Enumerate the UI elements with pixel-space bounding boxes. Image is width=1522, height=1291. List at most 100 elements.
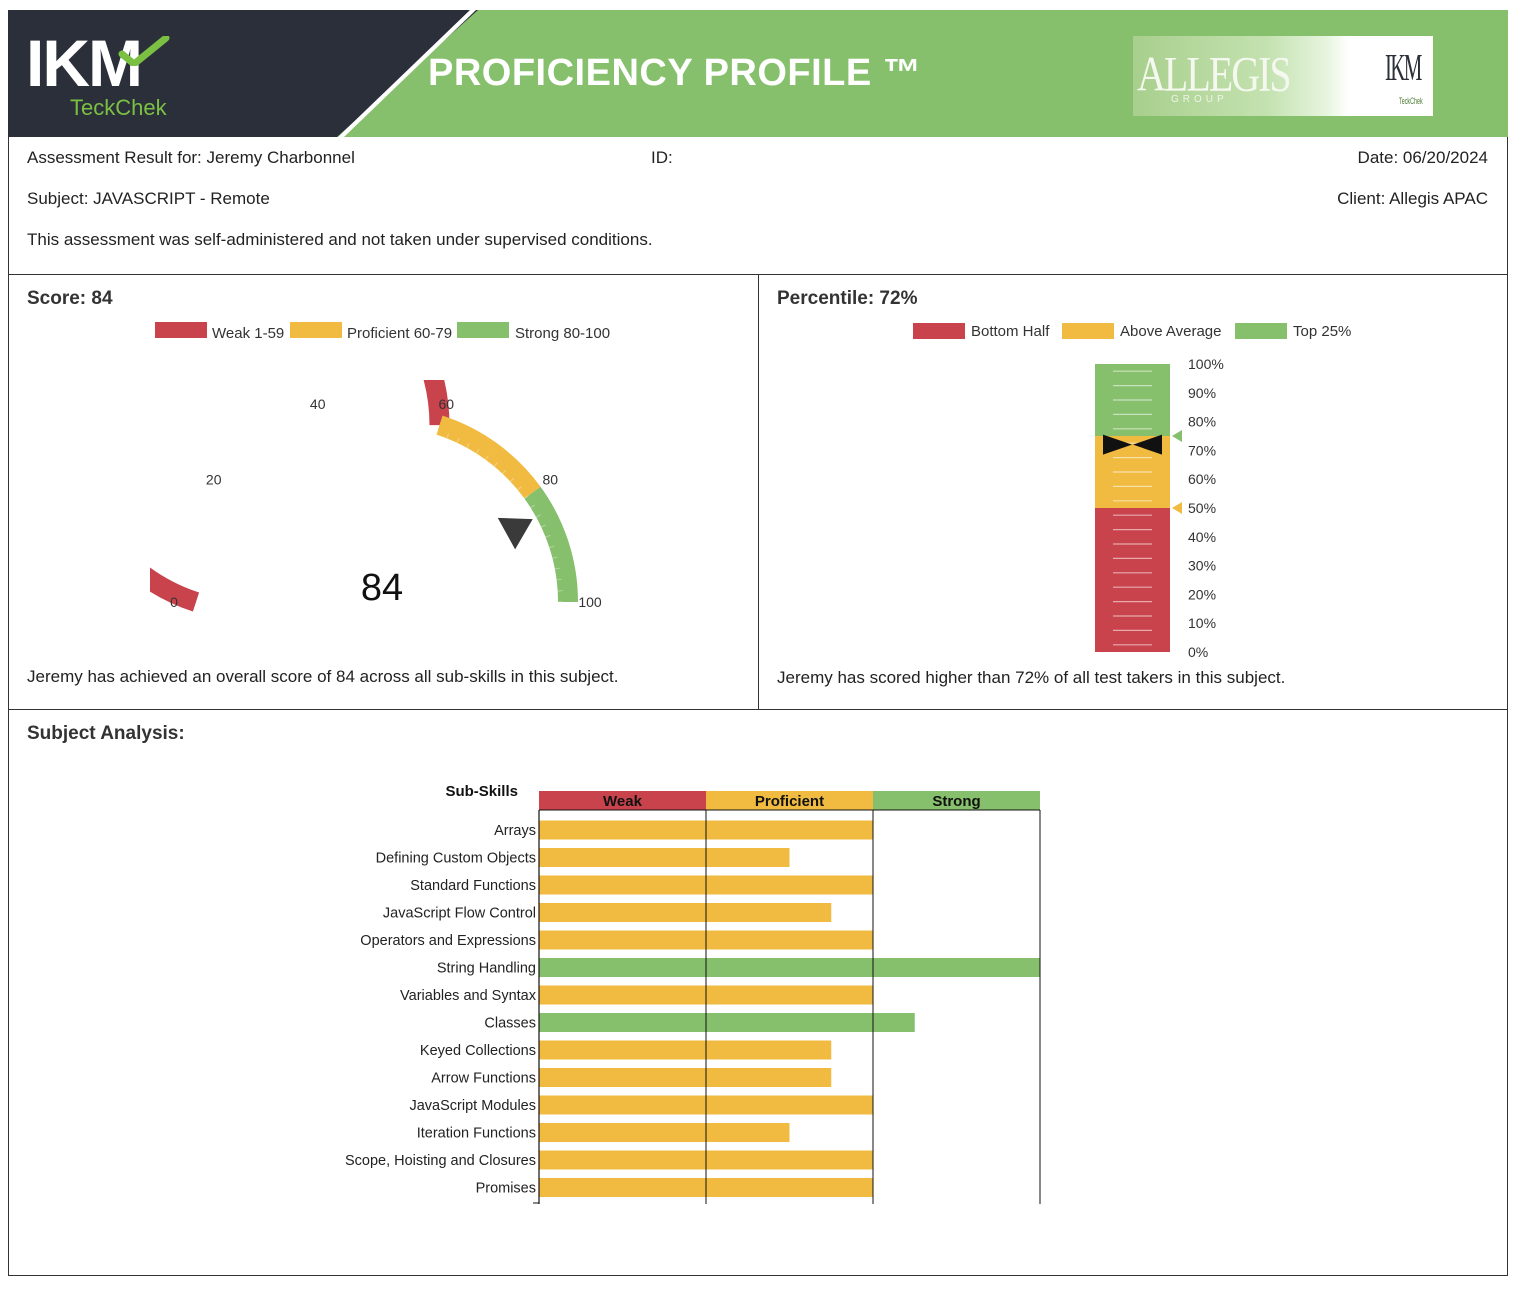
thermometer-tick-label: 70% [1188, 442, 1216, 458]
gauge-minor-tick [325, 429, 329, 435]
gauge-minor-tick [541, 524, 546, 528]
report-header: IKM TeckChek PROFICIENCY PROFILE ™ ALLEG… [8, 10, 1508, 137]
gauge-minor-tick [552, 556, 558, 559]
score-sentence: Jeremy has achieved an overall score of … [27, 667, 619, 686]
gauge-band-1 [436, 415, 541, 499]
gauge-minor-tick [358, 422, 361, 428]
percentile-thermometer-chart: 0% 10% 20% 30% 40% 50% 60% 70% 80% 90% 100% [1095, 356, 1224, 660]
page-title: PROFICIENCY PROFILE ™ [428, 52, 922, 94]
subskill-label: Arrays [494, 823, 536, 839]
subskill-label: Defining Custom Objects [376, 851, 536, 867]
legend-bottom-half-swatch [913, 323, 965, 339]
gauge-minor-tick [530, 504, 536, 509]
column-header-label: Proficient [755, 793, 824, 810]
subskill-bar [539, 848, 790, 867]
gauge-minor-tick [545, 534, 551, 538]
gauge-pointer [497, 517, 533, 550]
gauge-minor-tick [446, 433, 450, 439]
gauge-tick-label: 40 [310, 396, 326, 412]
gauge-tick-label: 0 [170, 594, 178, 610]
gauge-minor-tick [284, 448, 289, 454]
subskill-label: Arrow Functions [431, 1071, 536, 1087]
subskill-label: Operators and Expressions [360, 933, 536, 949]
column-header-label: Weak [603, 793, 643, 810]
thermometer-tick-label: 90% [1188, 385, 1216, 401]
thermometer-value-arrow-left [1103, 434, 1132, 455]
gauge-minor-tick [266, 462, 271, 467]
score-title: Score: 84 [27, 288, 113, 309]
gauge-tick-label: 80 [542, 472, 558, 488]
column-header-proficient [706, 791, 873, 810]
gauge-minor-tick [524, 495, 529, 499]
gauge-minor-tick [493, 462, 498, 467]
gauge-minor-tick [235, 495, 240, 499]
analysis-title: Subject Analysis: [27, 723, 185, 744]
gauge-tick-label: 60 [438, 396, 454, 412]
legend-bottom-half-label: Bottom Half [971, 323, 1050, 340]
thermometer-tick-label: 80% [1188, 414, 1216, 430]
checkmark-icon [118, 36, 170, 66]
legend-top-25-label: Top 25% [1293, 323, 1352, 340]
percentile-title: Percentile: 72% [777, 288, 918, 309]
legend-strong-swatch [457, 322, 509, 338]
subskill-bar [539, 1123, 790, 1142]
gauge-minor-tick [228, 504, 234, 509]
subskill-label: Keyed Collections [420, 1043, 536, 1059]
panel-divider [758, 274, 759, 709]
subskill-label: String Handling [437, 961, 536, 977]
thermometer-band-0 [1095, 508, 1170, 652]
gauge-minor-tick [517, 486, 522, 491]
partner-logo-sub: GROUP [1171, 94, 1228, 105]
subskill-label: Iteration Functions [417, 1126, 536, 1142]
thermometer-tick-label: 60% [1188, 471, 1216, 487]
legend-above-average-label: Above Average [1120, 323, 1222, 340]
gauge-minor-tick [475, 448, 480, 454]
gauge-value-label: 84 [361, 567, 403, 609]
gauge-tick-label: 20 [206, 472, 222, 488]
date-text: Date: 06/20/2024 [1357, 148, 1488, 167]
subskill-bar [539, 958, 1040, 977]
gauge-minor-tick [466, 443, 470, 449]
subskill-bar [539, 1040, 832, 1060]
thermometer-tick-label: 30% [1188, 558, 1216, 574]
assessment-info: Assessment Result for: Jeremy Charbonnel… [8, 137, 1508, 275]
gauge-minor-tick [204, 567, 210, 570]
subject-text: Subject: JAVASCRIPT - Remote [27, 189, 270, 208]
legend-proficient-swatch [290, 322, 342, 338]
partner-logo: ALLEGIS GROUP IKM TeckChek [1133, 36, 1433, 116]
gauge-minor-tick [347, 424, 350, 430]
subskill-label: Classes [484, 1016, 536, 1032]
subskill-bar [539, 1013, 915, 1032]
subskill-bar [539, 1068, 832, 1087]
ikm-logo: IKM [26, 26, 143, 100]
thermometer-tick-label: 40% [1188, 529, 1216, 545]
legend-top-25-swatch [1235, 323, 1287, 339]
ikm-logo-sub: TeckChek [70, 95, 167, 120]
gauge-minor-tick [456, 438, 460, 443]
legend-above-average-swatch [1062, 323, 1114, 339]
supervision-note: This assessment was self-administered an… [27, 230, 653, 249]
thermometer-tick-label: 50% [1188, 500, 1216, 516]
gauge-minor-tick [202, 578, 208, 581]
column-header-strong [873, 791, 1040, 810]
thermometer-value-arrow-right [1133, 434, 1162, 455]
percentile-sentence: Jeremy has scored higher than 72% of all… [777, 668, 1286, 687]
id-label: ID: [651, 148, 673, 167]
subskill-label: JavaScript Modules [409, 1098, 536, 1114]
thermometer-tick-label: 10% [1188, 615, 1216, 631]
gauge-minor-tick [213, 534, 219, 538]
partner-logo-panel [1348, 36, 1433, 116]
gauge-tick-label: 100 [578, 594, 602, 610]
legend-weak-swatch [155, 322, 207, 338]
thermometer-tick-label: 0% [1188, 644, 1208, 660]
legend-weak-label: Weak 1-59 [212, 325, 285, 342]
subskill-label: Standard Functions [410, 878, 536, 894]
subskill-label: Scope, Hoisting and Closures [345, 1153, 536, 1169]
gauge-minor-tick [535, 514, 541, 518]
score-gauge-chart: 0 20 40 60 80 100 84 [150, 380, 602, 612]
gauge-minor-tick [502, 469, 507, 475]
subskill-label: Promises [476, 1181, 536, 1197]
subskill-bar [539, 903, 832, 922]
column-header-weak [539, 791, 706, 810]
subskill-label: Variables and Syntax [400, 988, 537, 1004]
